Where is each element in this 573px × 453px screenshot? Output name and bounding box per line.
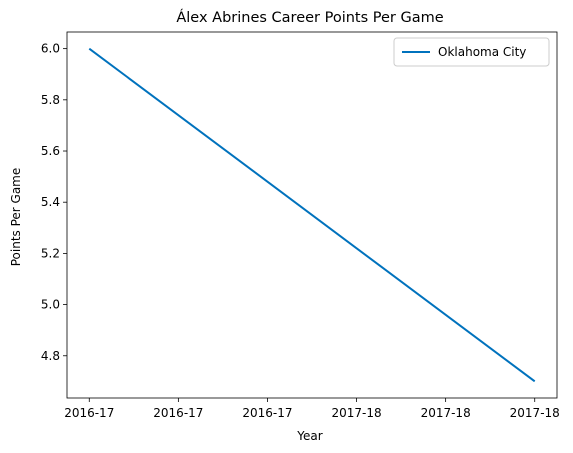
x-axis-title: Year bbox=[296, 429, 322, 443]
y-tick-label: 5.8 bbox=[41, 93, 60, 107]
legend: Oklahoma City bbox=[393, 37, 550, 67]
y-tick-label: 4.8 bbox=[41, 349, 60, 363]
legend-label: Oklahoma City bbox=[438, 45, 526, 59]
axes-frame bbox=[66, 31, 558, 399]
y-tick-label: 5.6 bbox=[41, 144, 60, 158]
x-tick-label: 2017-18 bbox=[421, 406, 471, 420]
tick-group: 4.8 5.0 5.2 5.4 5.6 5.8 6.0 2016-17 2016-17 2016-… bbox=[41, 42, 560, 420]
plot-area bbox=[66, 31, 558, 399]
y-tick-label: 6.0 bbox=[41, 42, 60, 56]
x-tick-label: 2016-17 bbox=[242, 406, 292, 420]
legend-box bbox=[393, 37, 550, 67]
chart-title: Álex Abrines Career Points Per Game bbox=[176, 9, 443, 26]
y-tick-label: 5.4 bbox=[41, 195, 60, 209]
series-group bbox=[88, 47, 536, 383]
y-tick-label: 5.0 bbox=[41, 298, 60, 312]
y-tick-label: 5.2 bbox=[41, 246, 60, 260]
x-tick-label: 2016-17 bbox=[153, 406, 203, 420]
x-tick-label: 2017-18 bbox=[510, 406, 560, 420]
x-tick-label: 2017-18 bbox=[331, 406, 381, 420]
series-line bbox=[88, 47, 536, 383]
y-axis-title: Points Per Game bbox=[9, 168, 23, 267]
x-tick-label: 2016-17 bbox=[64, 406, 114, 420]
